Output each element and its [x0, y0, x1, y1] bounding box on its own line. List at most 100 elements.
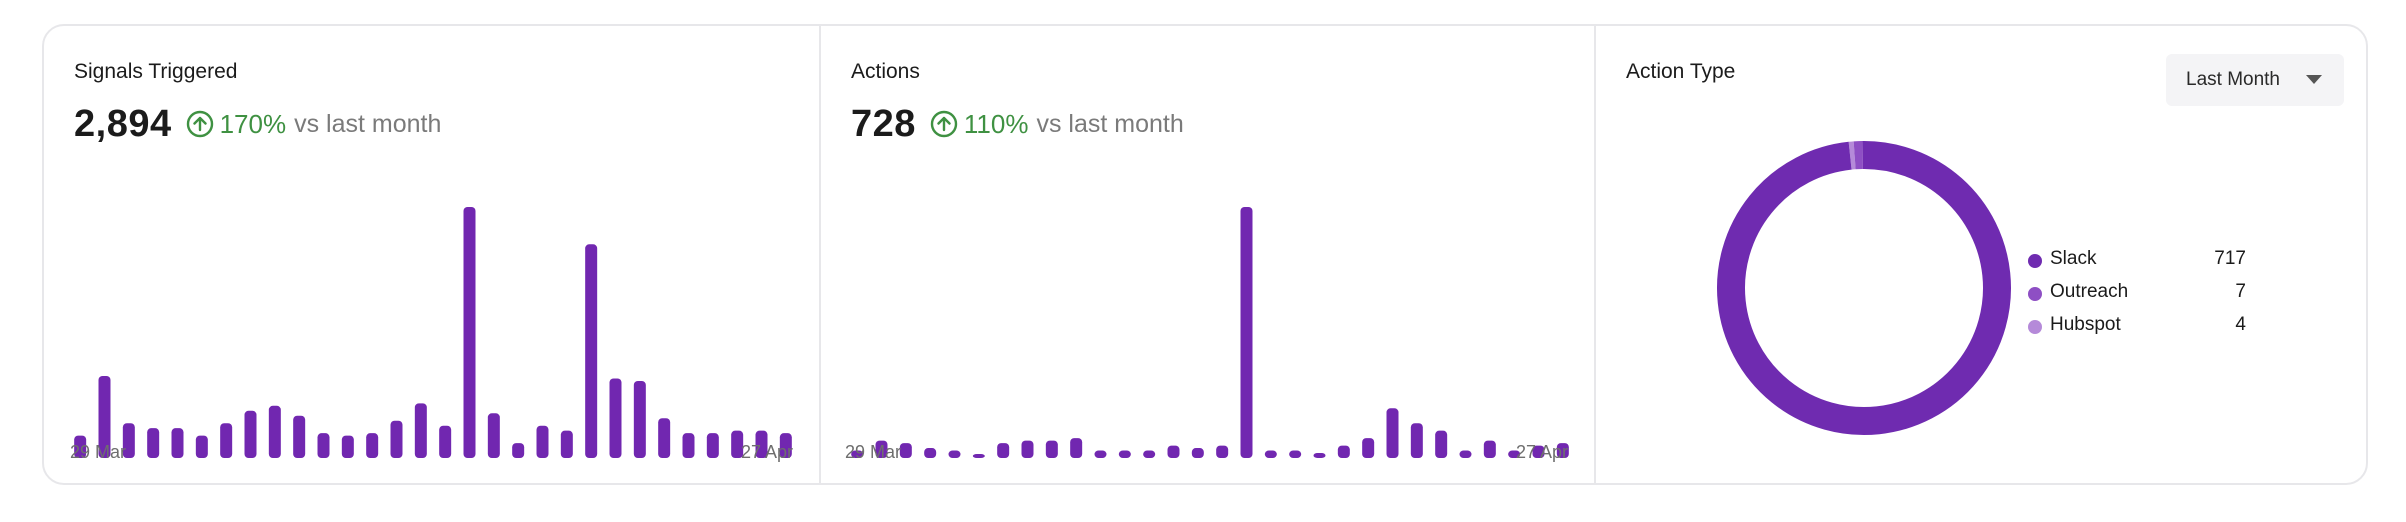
- actions-bar: [1362, 438, 1375, 458]
- signals-start-date: 29 Mar: [70, 442, 127, 462]
- actions-bar-chart: [851, 207, 1569, 458]
- analytics-card: Signals Triggered 2,894 170% vs last mon…: [42, 24, 2368, 485]
- actions-bar: [1070, 438, 1083, 458]
- actions-bar: [1459, 450, 1472, 458]
- period-dropdown[interactable]: Last Month: [2166, 54, 2344, 106]
- actions-bar: [948, 450, 961, 458]
- signals-bar: [171, 428, 184, 458]
- legend-swatch: [2028, 254, 2042, 268]
- signals-bar: [609, 378, 622, 458]
- actions-metric: 728 110% vs last month: [851, 100, 1184, 148]
- action-type-donut-chart: [1717, 141, 2011, 435]
- actions-start-date: 29 Mar: [845, 442, 902, 462]
- legend-label: Outreach: [2050, 281, 2129, 302]
- signals-bar-chart: [74, 207, 792, 458]
- actions-bar: [1508, 450, 1521, 458]
- signals-bar: [658, 418, 671, 458]
- actions-bar: [1483, 440, 1496, 458]
- actions-bar: [1191, 448, 1204, 458]
- actions-value: 728: [851, 102, 916, 145]
- actions-bar: [997, 443, 1010, 458]
- actions-change-label: vs last month: [1036, 109, 1184, 138]
- actions-bar: [1532, 445, 1545, 458]
- signals-triggered-panel: Signals Triggered 2,894 170% vs last mon…: [44, 26, 819, 483]
- actions-bar: [1167, 445, 1180, 458]
- signals-bar: [512, 443, 525, 458]
- legend-label: Slack: [2050, 248, 2097, 269]
- signals-bar: [463, 207, 476, 458]
- actions-bar: [1337, 445, 1350, 458]
- signals-end-date: 27 Apr: [740, 442, 793, 462]
- signals-bar: [366, 433, 379, 458]
- actions-bar: [1240, 207, 1253, 458]
- legend-item-hubspot: Hubspot 4: [2026, 314, 2246, 347]
- signals-bar: [585, 244, 598, 458]
- signals-bar: [293, 415, 306, 458]
- signals-bar: [98, 375, 111, 458]
- signals-bar: [147, 428, 160, 458]
- arrow-up-circle-icon: [186, 110, 213, 138]
- actions-title: Actions: [851, 60, 920, 83]
- actions-bar: [1045, 440, 1058, 458]
- legend-item-outreach: Outreach 7: [2026, 281, 2246, 314]
- actions-bar: [1313, 453, 1326, 458]
- actions-end-date: 27 Apr: [1515, 442, 1568, 462]
- signals-bar: [268, 405, 281, 458]
- actions-change-percent: 110%: [963, 108, 1029, 139]
- actions-bar: [899, 443, 912, 458]
- legend-swatch: [2028, 287, 2042, 301]
- actions-bar: [1556, 443, 1569, 458]
- legend-swatch: [2028, 320, 2042, 334]
- signals-bar: [682, 433, 695, 458]
- actions-bar: [1289, 450, 1302, 458]
- actions-bar: [972, 454, 985, 458]
- action-type-legend: Slack 717 Outreach 7 Hubspot 4: [2026, 248, 2246, 347]
- signals-bar: [487, 413, 500, 458]
- actions-bar: [1386, 408, 1399, 458]
- signals-change-percent: 170%: [219, 108, 287, 139]
- legend-count: 7: [2235, 281, 2246, 302]
- signals-bar: [414, 403, 427, 458]
- signals-bar: [633, 380, 646, 458]
- signals-metric: 2,894 170% vs last month: [74, 100, 441, 148]
- action-type-title: Action Type: [1626, 60, 1736, 83]
- actions-bar: [875, 440, 888, 458]
- signals-bar: [317, 433, 330, 458]
- legend-count: 717: [2214, 248, 2246, 269]
- chevron-down-icon: [2306, 75, 2322, 84]
- signals-bar: [731, 430, 744, 458]
- actions-bar: [1021, 440, 1034, 458]
- signals-bar: [244, 410, 257, 458]
- signals-bar: [195, 435, 208, 458]
- actions-bar: [1118, 450, 1131, 458]
- actions-bar: [1264, 450, 1277, 458]
- actions-bar: [1216, 445, 1229, 458]
- signals-value: 2,894: [74, 102, 172, 145]
- signals-bar: [220, 423, 233, 458]
- signals-bar: [779, 433, 792, 458]
- actions-bar: [1094, 450, 1107, 458]
- legend-label: Hubspot: [2050, 314, 2121, 335]
- actions-bar: [1435, 430, 1448, 458]
- period-dropdown-label: Last Month: [2186, 69, 2280, 90]
- signals-change-label: vs last month: [294, 109, 442, 138]
- legend-item-slack: Slack 717: [2026, 248, 2246, 281]
- signals-bar: [341, 435, 354, 458]
- signals-bar: [74, 435, 87, 458]
- signals-title: Signals Triggered: [74, 60, 238, 83]
- signals-bar: [122, 423, 135, 458]
- arrow-up-circle-icon: [930, 110, 958, 138]
- action-type-panel: Action Type Last Month Slack 717 Outreach 7…: [1594, 26, 2368, 483]
- signals-bar: [560, 430, 573, 458]
- actions-panel: Actions 728 110% vs last month 29 Mar 27…: [819, 26, 1594, 483]
- signals-bar: [439, 425, 452, 458]
- signals-bar: [755, 430, 768, 458]
- actions-bar: [1143, 450, 1156, 458]
- actions-bar: [851, 450, 864, 458]
- legend-count: 4: [2235, 314, 2246, 335]
- signals-bar: [706, 433, 719, 458]
- signals-bar: [536, 425, 549, 458]
- donut-slice-slack: [1717, 141, 2011, 435]
- signals-bar: [390, 420, 403, 458]
- actions-bar: [924, 448, 937, 458]
